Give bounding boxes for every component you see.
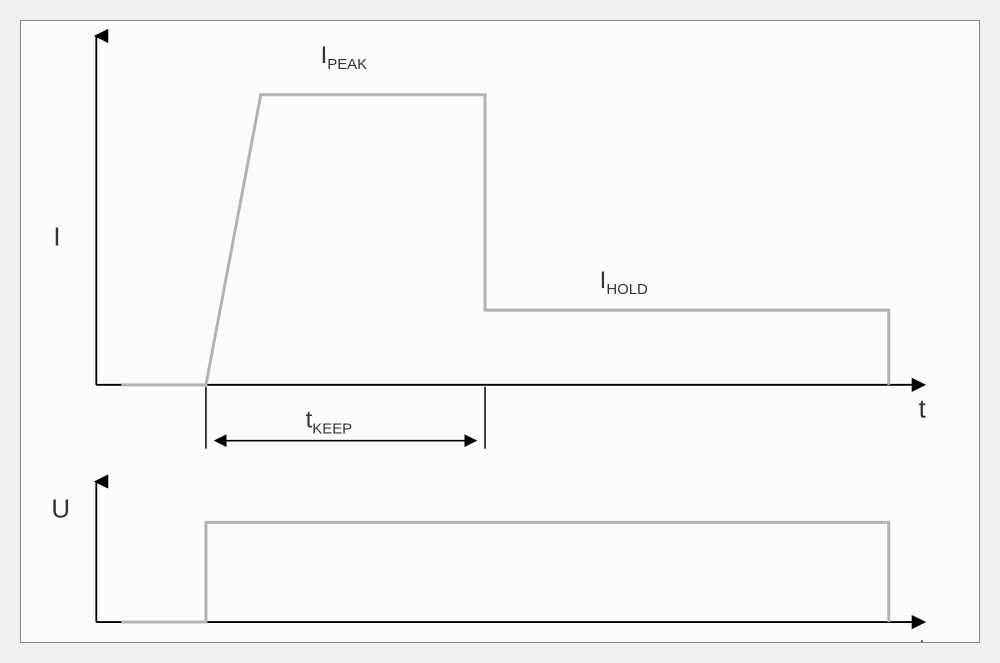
axis-label-t-top: t [919,396,927,424]
axis-label-U: U [51,495,70,523]
signal-voltage [121,522,889,622]
chart-voltage: U t [51,482,926,642]
axis-label-I: I [53,223,60,251]
label-ihold: IHOLD [600,267,648,298]
signal-current [121,95,889,385]
diagram-panel: I t IPEAK IHOLD tKEEP U t [20,20,980,643]
axis-label-t-bottom: t [919,635,927,642]
chart-current: I t IPEAK IHOLD [53,36,926,424]
label-tkeep: tKEEP [306,407,353,438]
dimension-tkeep: tKEEP [206,387,485,449]
label-ipeak: IPEAK [321,42,368,73]
diagram-svg: I t IPEAK IHOLD tKEEP U t [21,21,979,642]
